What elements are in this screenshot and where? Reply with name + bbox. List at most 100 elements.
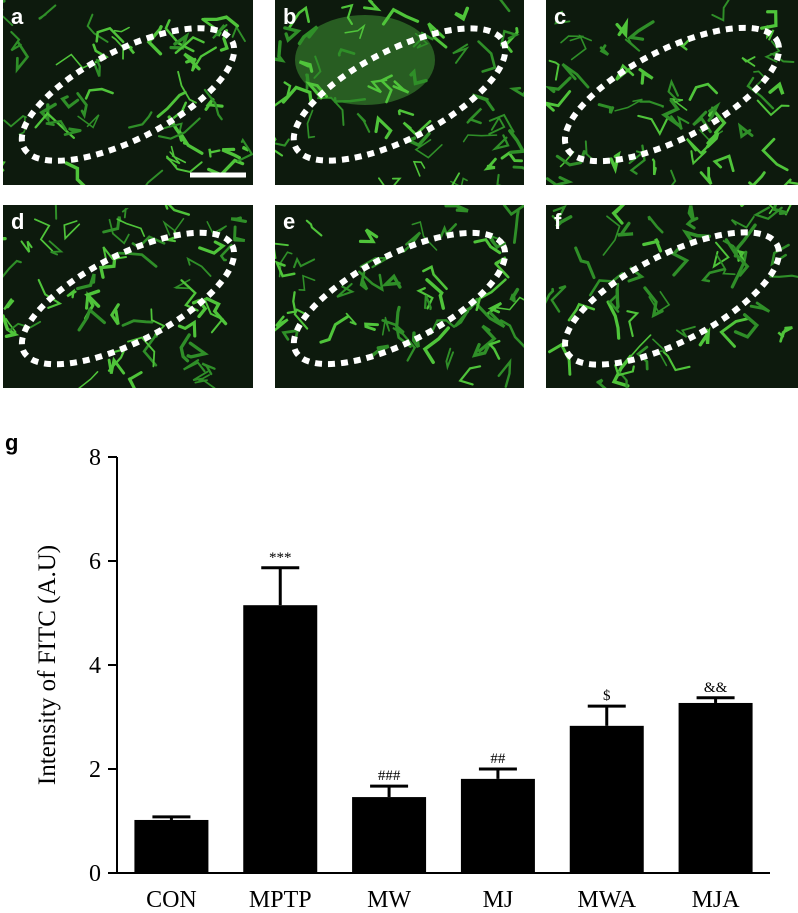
y-tick-label: 2 [89,757,101,783]
vessel [128,111,153,129]
vessel [173,278,191,290]
vessel [164,205,191,216]
vessel [381,316,391,336]
roi-outline [18,229,238,368]
vessel [127,371,143,388]
bar [678,702,753,873]
vessel [411,221,438,251]
vessel [488,115,506,135]
vessel [555,215,573,228]
vessel [450,177,468,185]
vessel [502,205,524,217]
vessel [512,165,524,170]
vessel [203,88,223,121]
vessel [687,205,695,222]
vessel [359,271,369,291]
panel-label: c [554,4,566,29]
vessel [730,250,748,289]
vessel [676,34,695,51]
vessel [698,326,711,347]
vessel [546,287,555,304]
vessel [107,356,126,375]
vessel [475,278,507,312]
vessel [356,112,371,133]
vessel [487,339,501,360]
vessel [3,114,27,128]
vessel [370,344,390,358]
bar [460,778,535,873]
vessel [108,218,130,245]
vessel [554,10,571,25]
vessel [186,341,209,359]
vessel [736,249,747,265]
vessel [452,43,470,64]
vessel [15,41,30,74]
vessel [614,364,635,377]
vessel [685,216,699,230]
vessel [454,6,470,22]
vessel [194,374,210,384]
vessel [179,333,191,363]
vessel [753,70,766,89]
vessel [768,205,775,215]
vessel [756,99,790,117]
y-axis-label: Intensity of FITC (A.U) [34,545,61,785]
x-tick-label: MJ [483,887,514,913]
vessel [475,303,506,329]
roi-outline [561,24,783,165]
vessel [493,256,510,279]
vessel [374,115,393,140]
vessel [699,166,713,185]
vessel [381,273,402,289]
vessel [84,289,101,308]
vessel [414,139,443,159]
vessel [358,228,379,244]
vessel [306,109,316,139]
vessel [55,53,93,69]
vessel [606,300,621,340]
vessel [397,108,415,116]
vessel [608,282,620,313]
vessel [113,26,130,33]
vessel [336,282,355,298]
y-tick-label: 6 [89,549,101,575]
vessel [177,70,197,104]
vessel [508,86,524,97]
vessel [412,31,434,48]
roi-outline [290,229,509,368]
vessel [63,127,82,136]
vessel [10,30,22,52]
vessel [38,4,57,20]
vessel [499,319,524,348]
vessel [177,130,204,155]
vessel [548,342,572,376]
vessel [488,113,515,133]
vessel [98,255,117,279]
vessel [707,106,727,135]
vessel [286,291,297,315]
vessel [127,336,156,368]
vessel [404,131,431,148]
panel-label: d [11,209,24,234]
vessel [381,7,420,26]
vessel [64,161,86,185]
vessel [711,0,730,22]
vessel [203,297,225,334]
vessel [3,236,7,241]
vessel [192,370,216,388]
vessel [596,378,607,388]
vessel [560,35,584,44]
vessel [162,217,185,236]
vessel [275,260,296,278]
vessel [597,103,615,114]
vessel [570,34,593,61]
vessel [546,90,572,112]
vessel [462,134,498,143]
vessel [422,265,448,291]
vessel [712,154,735,173]
vessel [201,362,216,376]
vessel [733,313,760,339]
vessel [559,151,575,168]
vessel [198,240,226,255]
